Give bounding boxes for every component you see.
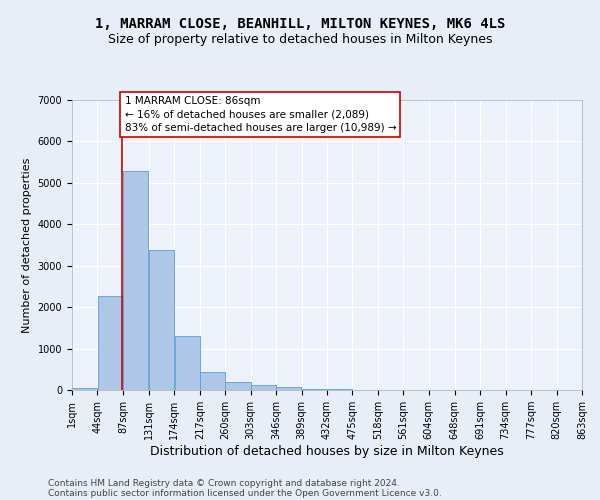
Bar: [226, 382, 251, 390]
Text: Size of property relative to detached houses in Milton Keynes: Size of property relative to detached ho…: [108, 32, 492, 46]
Bar: [123, 172, 148, 390]
Bar: [149, 250, 174, 390]
Bar: [200, 372, 225, 390]
X-axis label: Distribution of detached houses by size in Milton Keynes: Distribution of detached houses by size …: [150, 445, 504, 458]
Text: 1, MARRAM CLOSE, BEANHILL, MILTON KEYNES, MK6 4LS: 1, MARRAM CLOSE, BEANHILL, MILTON KEYNES…: [95, 18, 505, 32]
Bar: [276, 387, 301, 390]
Y-axis label: Number of detached properties: Number of detached properties: [22, 158, 32, 332]
Bar: [98, 296, 123, 390]
Text: Contains public sector information licensed under the Open Government Licence v3: Contains public sector information licen…: [48, 488, 442, 498]
Bar: [327, 389, 352, 390]
Text: Contains HM Land Registry data © Crown copyright and database right 2024.: Contains HM Land Registry data © Crown c…: [48, 478, 400, 488]
Bar: [302, 389, 327, 390]
Bar: [72, 388, 97, 390]
Text: 1 MARRAM CLOSE: 86sqm
← 16% of detached houses are smaller (2,089)
83% of semi-d: 1 MARRAM CLOSE: 86sqm ← 16% of detached …: [125, 96, 396, 132]
Bar: [251, 384, 276, 390]
Bar: [175, 336, 200, 390]
